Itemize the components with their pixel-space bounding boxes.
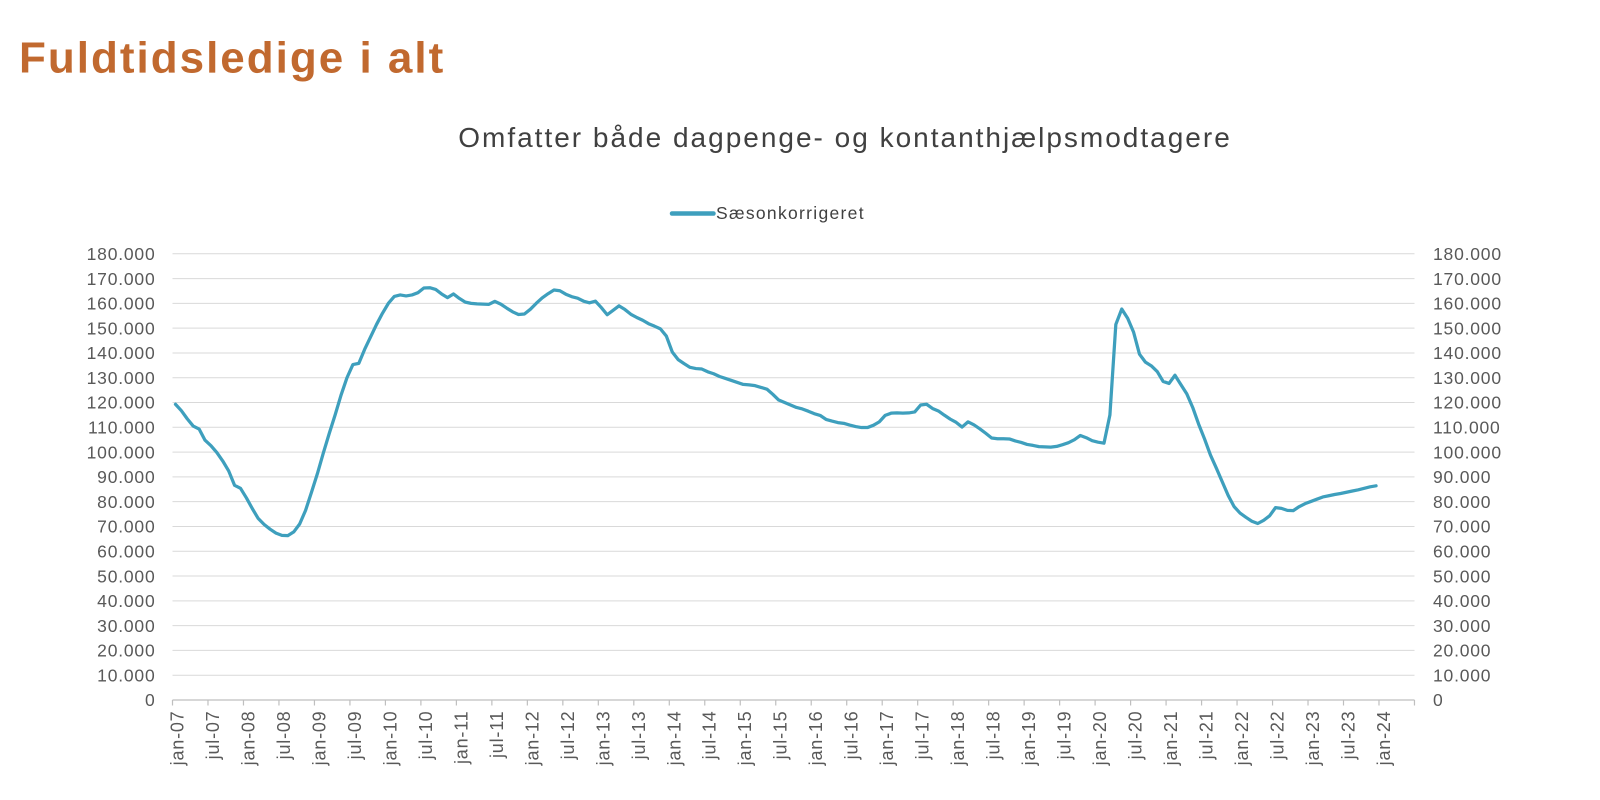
svg-text:jul-13: jul-13 bbox=[629, 711, 649, 761]
svg-text:90.000: 90.000 bbox=[97, 467, 155, 487]
svg-text:140.000: 140.000 bbox=[1433, 343, 1502, 363]
svg-text:jul-15: jul-15 bbox=[771, 711, 791, 761]
svg-text:Omfatter både dagpenge- og kon: Omfatter både dagpenge- og kontanthjælps… bbox=[458, 122, 1232, 153]
svg-text:30.000: 30.000 bbox=[1433, 616, 1491, 636]
svg-text:jul-14: jul-14 bbox=[700, 711, 720, 761]
svg-text:jul-22: jul-22 bbox=[1268, 711, 1288, 761]
svg-text:jul-10: jul-10 bbox=[416, 711, 436, 761]
svg-text:120.000: 120.000 bbox=[87, 393, 156, 413]
svg-text:jul-07: jul-07 bbox=[203, 711, 223, 761]
svg-text:70.000: 70.000 bbox=[1433, 517, 1491, 537]
svg-text:170.000: 170.000 bbox=[1433, 269, 1502, 289]
svg-text:jul-23: jul-23 bbox=[1338, 711, 1358, 761]
svg-text:20.000: 20.000 bbox=[97, 641, 155, 661]
svg-text:130.000: 130.000 bbox=[87, 368, 156, 388]
svg-text:100.000: 100.000 bbox=[1433, 442, 1502, 462]
svg-text:60.000: 60.000 bbox=[97, 541, 155, 561]
svg-text:jul-18: jul-18 bbox=[984, 711, 1004, 761]
svg-text:jul-09: jul-09 bbox=[345, 711, 365, 761]
svg-text:10.000: 10.000 bbox=[1433, 665, 1491, 685]
svg-text:jul-12: jul-12 bbox=[558, 711, 578, 761]
svg-text:180.000: 180.000 bbox=[87, 244, 156, 264]
svg-text:140.000: 140.000 bbox=[87, 343, 156, 363]
svg-text:jan-23: jan-23 bbox=[1303, 711, 1323, 767]
svg-text:180.000: 180.000 bbox=[1433, 244, 1502, 264]
svg-text:jan-22: jan-22 bbox=[1232, 711, 1252, 767]
svg-text:30.000: 30.000 bbox=[97, 616, 155, 636]
svg-text:jan-07: jan-07 bbox=[167, 711, 187, 767]
svg-text:jan-24: jan-24 bbox=[1374, 711, 1394, 767]
svg-text:170.000: 170.000 bbox=[87, 269, 156, 289]
svg-text:jan-21: jan-21 bbox=[1161, 711, 1181, 767]
svg-text:jan-17: jan-17 bbox=[877, 711, 897, 767]
svg-text:130.000: 130.000 bbox=[1433, 368, 1502, 388]
svg-text:jan-16: jan-16 bbox=[806, 711, 826, 767]
svg-text:110.000: 110.000 bbox=[1433, 418, 1501, 438]
svg-text:Fuldtidsledige i alt: Fuldtidsledige i alt bbox=[19, 34, 445, 83]
svg-text:jan-13: jan-13 bbox=[593, 711, 613, 767]
svg-text:80.000: 80.000 bbox=[97, 492, 155, 512]
svg-text:160.000: 160.000 bbox=[1433, 294, 1502, 314]
svg-text:40.000: 40.000 bbox=[1433, 591, 1491, 611]
svg-text:160.000: 160.000 bbox=[87, 294, 156, 314]
svg-text:90.000: 90.000 bbox=[1433, 467, 1491, 487]
svg-text:20.000: 20.000 bbox=[1433, 641, 1491, 661]
svg-text:jan-10: jan-10 bbox=[380, 711, 400, 767]
svg-text:100.000: 100.000 bbox=[87, 442, 156, 462]
svg-text:150.000: 150.000 bbox=[87, 318, 156, 338]
svg-text:60.000: 60.000 bbox=[1433, 541, 1491, 561]
svg-text:0: 0 bbox=[1433, 690, 1444, 710]
svg-text:150.000: 150.000 bbox=[1433, 318, 1502, 338]
svg-text:jan-15: jan-15 bbox=[735, 711, 755, 767]
svg-text:110.000: 110.000 bbox=[88, 418, 156, 438]
svg-text:jan-18: jan-18 bbox=[948, 711, 968, 767]
svg-text:50.000: 50.000 bbox=[97, 566, 155, 586]
svg-text:10.000: 10.000 bbox=[97, 665, 155, 685]
svg-text:80.000: 80.000 bbox=[1433, 492, 1491, 512]
svg-text:jul-16: jul-16 bbox=[842, 711, 862, 761]
svg-text:jan-12: jan-12 bbox=[522, 711, 542, 767]
svg-text:50.000: 50.000 bbox=[1433, 566, 1491, 586]
svg-text:jul-17: jul-17 bbox=[913, 711, 933, 761]
svg-text:Sæsonkorrigeret: Sæsonkorrigeret bbox=[716, 203, 865, 223]
svg-text:120.000: 120.000 bbox=[1433, 393, 1502, 413]
svg-text:jul-08: jul-08 bbox=[274, 711, 294, 761]
svg-text:jan-08: jan-08 bbox=[238, 711, 258, 767]
svg-text:70.000: 70.000 bbox=[97, 517, 155, 537]
svg-text:jan-20: jan-20 bbox=[1090, 711, 1110, 767]
svg-text:40.000: 40.000 bbox=[97, 591, 155, 611]
svg-text:0: 0 bbox=[145, 690, 156, 710]
svg-text:jan-09: jan-09 bbox=[309, 711, 329, 767]
svg-text:jul-20: jul-20 bbox=[1126, 711, 1146, 761]
svg-text:jul-11: jul-11 bbox=[487, 711, 507, 760]
svg-text:jul-19: jul-19 bbox=[1055, 711, 1075, 761]
svg-text:jan-19: jan-19 bbox=[1019, 711, 1039, 767]
svg-text:jul-21: jul-21 bbox=[1197, 711, 1217, 761]
svg-text:jan-14: jan-14 bbox=[664, 711, 684, 767]
svg-text:jan-11: jan-11 bbox=[451, 711, 471, 766]
